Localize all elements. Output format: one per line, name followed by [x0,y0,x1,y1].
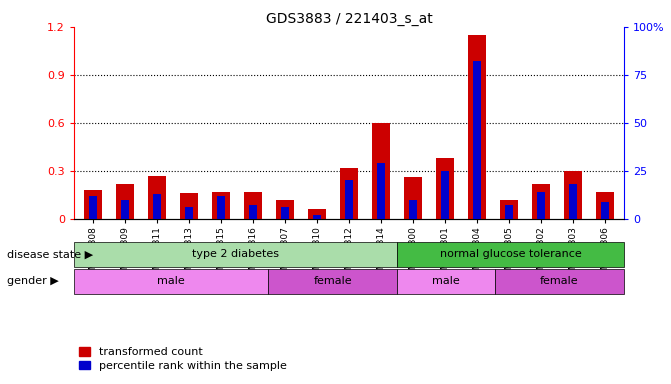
Bar [148,176,166,219]
Text: gender ▶: gender ▶ [7,276,58,286]
Bar [500,200,517,219]
Bar [313,215,321,219]
Bar [372,123,390,219]
Text: male: male [432,276,460,286]
Bar [532,184,550,219]
Bar [281,207,289,219]
Text: normal glucose tolerance: normal glucose tolerance [440,249,582,260]
Bar [121,200,129,219]
Bar [89,196,97,219]
Bar [276,200,294,219]
Bar [404,177,421,219]
Text: female: female [540,276,578,286]
Bar [268,269,397,294]
Bar [495,269,624,294]
Bar [217,196,225,219]
Bar [308,209,325,219]
Bar [345,180,353,219]
Title: GDS3883 / 221403_s_at: GDS3883 / 221403_s_at [266,12,432,26]
Bar [601,202,609,219]
Bar [249,205,257,219]
Bar [244,192,262,219]
Bar [441,171,449,219]
Text: type 2 diabetes: type 2 diabetes [192,249,279,260]
Bar [340,168,358,219]
Bar [84,190,102,219]
Bar [74,242,397,267]
Text: disease state ▶: disease state ▶ [7,249,93,260]
Bar [468,35,486,219]
Text: male: male [157,276,185,286]
Bar [537,192,545,219]
Legend: transformed count, percentile rank within the sample: transformed count, percentile rank withi… [79,347,287,371]
Bar [596,192,614,219]
Bar [564,171,582,219]
Bar [473,61,481,219]
Bar [377,163,385,219]
Bar [212,192,229,219]
Bar [397,242,624,267]
Bar [436,158,454,219]
Bar [409,200,417,219]
Bar [505,205,513,219]
Bar [153,194,161,219]
Bar [185,207,193,219]
Bar [569,184,577,219]
Bar [74,269,268,294]
Bar [180,193,198,219]
Bar [397,269,495,294]
Bar [116,184,134,219]
Text: female: female [313,276,352,286]
